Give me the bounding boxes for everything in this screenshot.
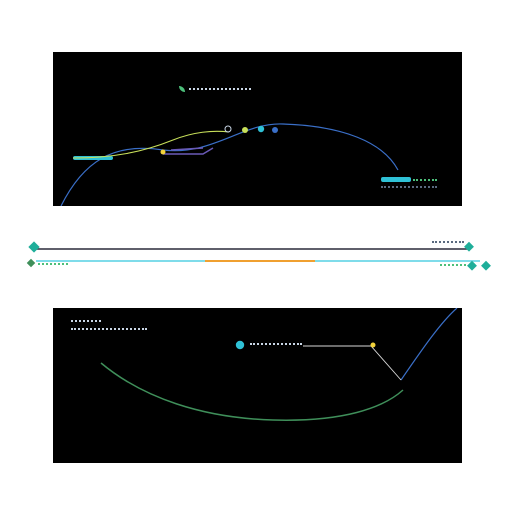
bottom-panel-graphic [100, 308, 458, 421]
green-curve [100, 362, 404, 421]
timeline-graphic [26, 241, 491, 271]
point-connector [303, 345, 402, 381]
end-diamond-icon-2[interactable] [467, 260, 477, 271]
node-circle-3[interactable] [257, 125, 265, 133]
start-diamond-icon-2[interactable] [26, 258, 36, 268]
legend-label [189, 88, 251, 90]
yellow-endpoint[interactable] [370, 342, 376, 348]
top-panel [53, 52, 462, 206]
node-circle-1[interactable] [224, 125, 232, 133]
blue-curve [400, 308, 458, 381]
lime-flow-line [72, 130, 230, 159]
right-badge[interactable] [381, 177, 411, 182]
timeline-right-label-top [432, 241, 464, 243]
start-diamond-icon[interactable] [28, 241, 40, 253]
timeline-right-label-bottom [440, 264, 466, 266]
legend-label-2 [71, 328, 147, 330]
timeline-left-label [38, 263, 68, 265]
end-diamond-icon[interactable] [464, 241, 474, 252]
node-circle-2[interactable] [242, 127, 248, 133]
purple-flow-lines [163, 147, 214, 155]
cyan-node[interactable] [235, 340, 245, 350]
legend-leaf-icon [179, 86, 185, 92]
node-circle-4[interactable] [272, 127, 278, 133]
end-diamond-icon-3[interactable] [481, 260, 491, 271]
badge-label [413, 179, 437, 181]
timeline-strip [0, 232, 512, 282]
point-label [250, 343, 302, 345]
top-panel-graphic [60, 123, 411, 206]
caption [381, 186, 437, 188]
blue-curve [60, 123, 399, 206]
yellow-node [160, 149, 166, 155]
bottom-panel [53, 308, 462, 463]
legend-label-1 [71, 320, 101, 322]
